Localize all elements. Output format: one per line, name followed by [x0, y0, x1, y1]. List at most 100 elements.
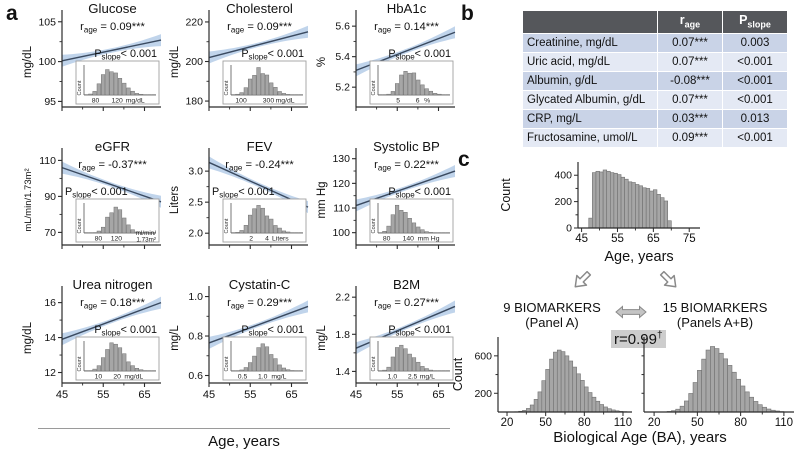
inset-bar: [252, 75, 257, 96]
inset-bar: [130, 90, 135, 96]
y-tick-label: 1.0: [188, 291, 203, 303]
inset-bar: [411, 72, 417, 96]
inset-count-label: Count: [224, 356, 230, 371]
y-tick-label: 5.2: [335, 82, 350, 94]
hist-bar: [576, 373, 581, 413]
panel-b-label: b: [461, 2, 474, 25]
biomarker-name-cell: Creatinine, mg/dL: [522, 33, 658, 53]
inset-bar: [386, 366, 391, 372]
inset-bar: [122, 217, 127, 234]
hist-bar: [705, 349, 711, 413]
r-age-cell: 0.07***: [657, 52, 723, 72]
inset-count-label: Count: [371, 218, 377, 233]
plot-title: B2M: [393, 278, 420, 292]
inset-bar: [390, 214, 395, 234]
inset-bar: [407, 353, 412, 372]
hist-bar: [602, 169, 608, 229]
plot-hba1c: 5.2 5.4 5.6% HbA1c rage = 0.14*** Pslope< 0.0…: [316, 2, 456, 111]
hist-bar: [533, 399, 539, 413]
inset-bar: [286, 231, 291, 234]
inset-bar: [386, 93, 391, 96]
x-tick-label: 80: [734, 417, 747, 429]
hist-bar: [753, 401, 759, 413]
hist-bar: [592, 172, 597, 229]
down-left-arrow-icon: [574, 270, 592, 288]
inset-bar: [390, 91, 395, 96]
inset-bar: [273, 358, 278, 372]
inset-bar: [247, 78, 253, 96]
inset-bar: [122, 82, 127, 96]
inset-bar: [243, 87, 248, 96]
hist-bar: [620, 176, 625, 229]
inset-bar: [394, 204, 400, 234]
inset-count-label: Count: [224, 218, 230, 233]
x-tick-label: 110: [614, 417, 632, 429]
x-tick-label: 55: [611, 233, 624, 245]
inset-bar: [113, 206, 118, 234]
inset-tick-label: mg/L: [271, 374, 286, 381]
x-tick-label: 50: [691, 417, 704, 429]
table-row: Fructosamine, umol/L 0.09*** <0.001: [522, 128, 788, 148]
inset-bar: [260, 207, 265, 234]
x-axis-title: Age, years: [604, 249, 673, 265]
y-tick-label: 90: [44, 191, 56, 203]
p-slope-cell: <0.001: [722, 128, 788, 148]
hist-bar: [553, 351, 558, 413]
inset-tick-label: 2: [249, 236, 253, 243]
y-axis-unit-label: mg/dL: [169, 45, 181, 78]
arrow-glyph: [659, 270, 677, 288]
inset-bar: [269, 218, 274, 234]
x-tick-label: 55: [391, 389, 403, 401]
inset-tick-label: 1.0: [258, 374, 268, 381]
y-tick-label: 3.0: [188, 166, 203, 178]
hist-bar: [667, 220, 672, 229]
inset-bar: [134, 368, 140, 372]
plot-title: Systolic BP: [373, 140, 440, 154]
inset-bar: [252, 208, 257, 234]
inset-bar: [281, 367, 287, 372]
hist-bar: [642, 187, 647, 229]
hist-bar: [663, 200, 669, 229]
inset-bar: [273, 87, 278, 96]
hist-bar: [649, 190, 654, 229]
table-header-empty: [522, 10, 658, 34]
inset-bar: [247, 362, 253, 372]
p-slope-cell: <0.001: [722, 52, 788, 72]
y-tick-label: 200: [474, 388, 492, 400]
r-age-stat: rage = 0.27***: [374, 297, 439, 311]
y-tick-label: 1.4: [335, 366, 350, 378]
inset-bar: [117, 347, 123, 372]
inset-bar: [394, 83, 400, 96]
y-tick-label: 0.8: [188, 331, 203, 343]
inset-bar: [126, 224, 131, 234]
y-axis-unit-label: mg/L: [316, 325, 328, 351]
r-age-stat: rage = 0.18***: [80, 297, 145, 311]
hist-bar: [588, 217, 593, 229]
hist-bar: [613, 172, 618, 229]
inset-bar: [88, 93, 93, 96]
panel-a-plot-grid: 95 100 105 mg/dL Glucose rage = 0.09*** Pslope…: [18, 2, 459, 416]
inset-bar: [269, 82, 274, 96]
x-tick-label: 45: [575, 233, 588, 245]
y-axis-title: Count: [451, 357, 465, 391]
y-tick-label: 130: [332, 153, 350, 165]
inset-bar: [281, 230, 287, 234]
inset-bar: [416, 79, 421, 96]
inset-bar: [403, 348, 408, 372]
plot-title: FEV: [247, 140, 273, 154]
hist-bar: [645, 188, 651, 229]
panel-a-label: a: [6, 2, 18, 25]
inset-bar: [256, 67, 261, 96]
inset-bar: [286, 94, 291, 96]
inset-tick-label: 6: [416, 98, 420, 105]
biomarker-name-cell: Glycated Albumin, g/dL: [522, 90, 658, 110]
inset-bar: [386, 225, 391, 234]
inset-bar: [286, 369, 291, 372]
inset-bar: [269, 354, 274, 372]
y-tick-label: 1.8: [335, 329, 350, 341]
hist-bar: [710, 346, 715, 413]
y-axis-unit-label: mL/min/1.73m²: [23, 168, 34, 231]
plot-cholesterol: 180 200 220 mg/dL Cholesterol rage = 0.09*** P…: [169, 2, 309, 111]
